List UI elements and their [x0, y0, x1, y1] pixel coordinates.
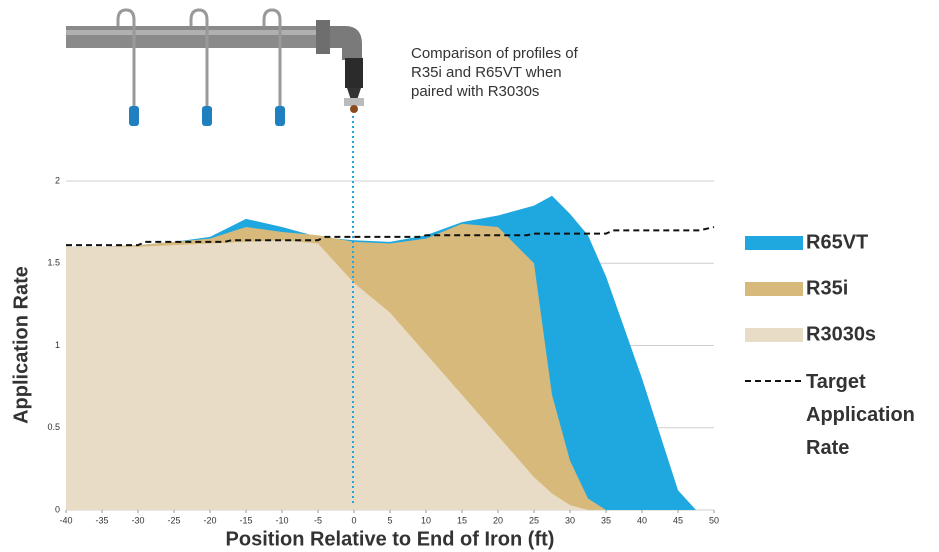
y-tick-label: 0	[55, 504, 60, 514]
nozzle-tip	[350, 105, 358, 113]
nozzle	[347, 88, 361, 100]
pipe	[66, 26, 338, 48]
sprinkler-illustration	[66, 8, 364, 506]
y-tick-label: 2	[55, 175, 60, 185]
x-tick-label: 35	[601, 515, 611, 525]
nozzle-body	[344, 98, 364, 106]
legend-label: R35i	[806, 277, 848, 299]
y-tick-label: 1	[55, 340, 60, 350]
x-tick-label: 15	[457, 515, 467, 525]
target-line	[66, 226, 715, 247]
x-tick-label: 40	[637, 515, 647, 525]
legend: R65VT R35i R3030s	[745, 231, 876, 382]
x-tick-label: -30	[131, 515, 144, 525]
x-tick-label: -20	[203, 515, 216, 525]
x-tick-label: 20	[493, 515, 503, 525]
flange	[316, 20, 330, 54]
x-tick-label: -35	[95, 515, 108, 525]
area	[66, 240, 696, 510]
x-tick-label: 25	[529, 515, 539, 525]
x-tick-label: 10	[421, 515, 431, 525]
legend-label: R65VT	[806, 231, 868, 253]
legend-swatch	[745, 328, 803, 342]
drop-nozzles	[129, 106, 285, 126]
elbow	[330, 26, 362, 60]
y-axis-title: Application Rate	[10, 266, 32, 424]
legend-label: R3030s	[806, 323, 876, 345]
x-tick-label: -5	[314, 515, 322, 525]
legend-swatch	[745, 236, 803, 250]
x-tick-label: -10	[275, 515, 288, 525]
pipe-highlight	[66, 30, 338, 35]
legend-swatch	[745, 282, 803, 296]
y-tick-label: 1.5	[47, 258, 60, 268]
x-tick-label: 0	[351, 515, 356, 525]
x-tick-label: 5	[387, 515, 392, 525]
drop	[345, 58, 363, 88]
legend-label: Target Application Rate	[806, 371, 915, 459]
x-tick-label: -25	[167, 515, 180, 525]
x-tick-label: -15	[239, 515, 252, 525]
drops	[116, 8, 282, 108]
x-tick-label: 45	[673, 515, 683, 525]
x-tick-label: 30	[565, 515, 575, 525]
areas	[66, 195, 696, 510]
x-axis-title: Position Relative to End of Iron (ft)	[226, 528, 555, 550]
y-tick-label: 0.5	[47, 422, 60, 432]
x-tick-label: -40	[59, 515, 72, 525]
x-tick-label: 50	[709, 515, 719, 525]
annotation: Comparison of profiles of R35i and R65VT…	[411, 45, 578, 100]
